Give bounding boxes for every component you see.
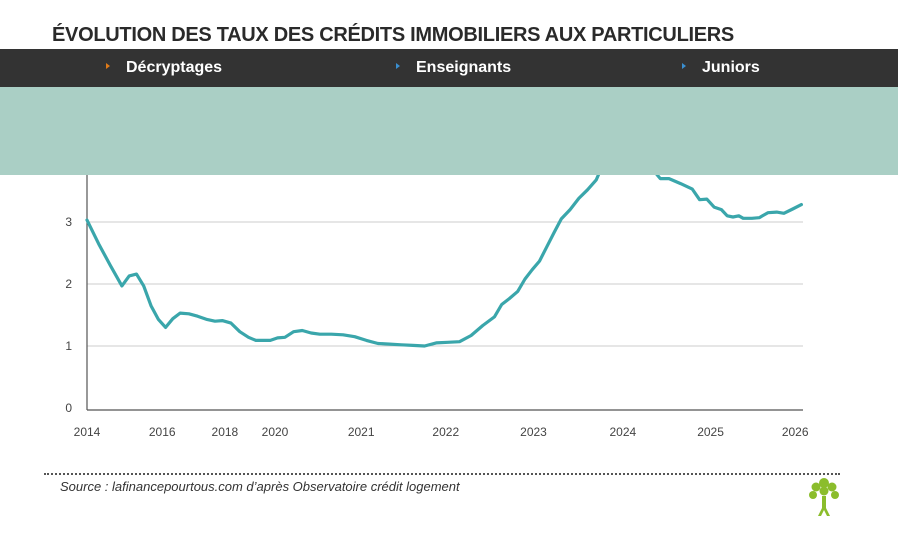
x-tick-label: 2022: [432, 425, 459, 439]
y-tick-label: 0: [65, 401, 72, 415]
nav-item-enseignants[interactable]: Enseignants: [396, 49, 511, 87]
caret-right-icon: [106, 62, 110, 69]
series-line: [85, 146, 803, 348]
x-tick-label: 2014: [74, 425, 101, 439]
nav-item-label: Juniors: [702, 59, 760, 76]
nav-item-label: Décryptages: [126, 59, 223, 76]
nav-item-juniors[interactable]: Juniors: [682, 49, 760, 87]
top-navigation: Décryptages Enseignants Juniors: [0, 49, 898, 87]
dotted-divider: [44, 473, 840, 475]
x-tick-label: 2026: [782, 425, 809, 439]
caret-right-icon: [396, 62, 400, 69]
tree-logo-icon: [809, 478, 839, 516]
x-tick-label: 2025: [697, 425, 724, 439]
y-tick-label: 1: [65, 339, 72, 353]
x-tick-label: 2018: [212, 425, 239, 439]
x-tick-label: 2016: [149, 425, 176, 439]
y-tick-label: 2: [65, 277, 72, 291]
source-note: Source : lafinancepourtous.com d’après O…: [60, 479, 460, 494]
x-tick-label: 2024: [609, 425, 636, 439]
caret-right-icon: [682, 62, 686, 69]
teal-banner: [0, 87, 898, 175]
page-title: ÉVOLUTION DES TAUX DES CRÉDITS IMMOBILIE…: [52, 24, 734, 46]
x-tick-label: 2020: [262, 425, 289, 439]
x-tick-label: 2023: [520, 425, 547, 439]
nav-item-label: Enseignants: [416, 59, 512, 76]
nav-item-decryptages[interactable]: Décryptages: [106, 49, 222, 87]
y-tick-label: 3: [65, 215, 72, 229]
x-tick-label: 2021: [348, 425, 375, 439]
